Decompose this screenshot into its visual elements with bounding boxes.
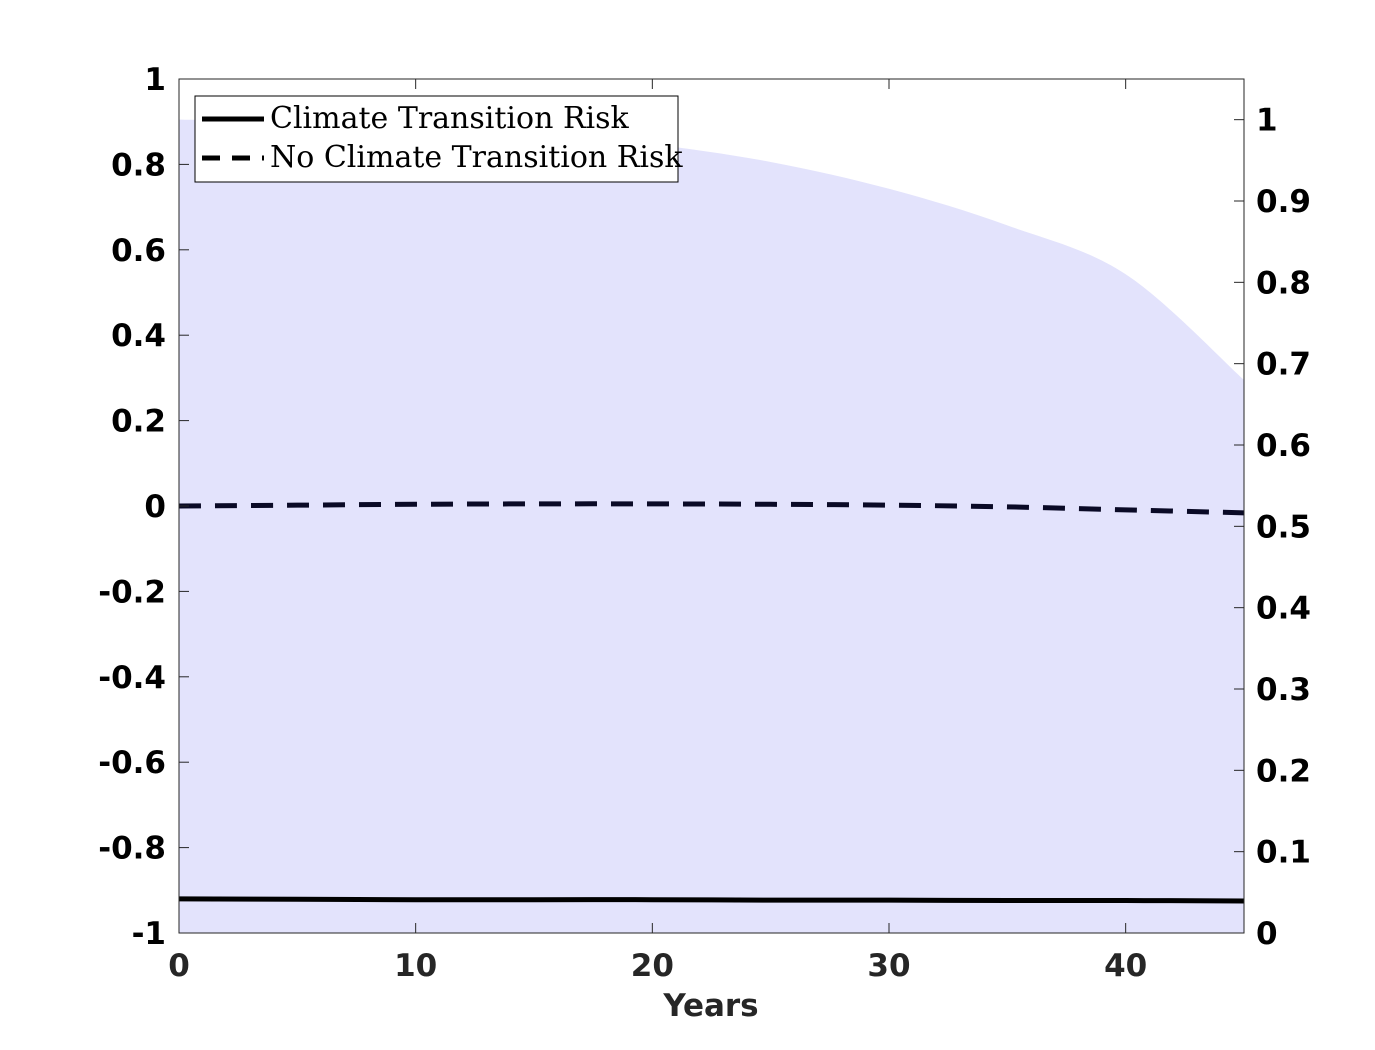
y-left-tick-label: -0.6 [98,745,166,781]
x-tick-label: 40 [1104,948,1147,984]
y-left-tick-label: 0 [144,489,166,525]
y-right-tick-label: 0 [1256,916,1278,952]
y-right-tick-label: 0.2 [1256,753,1311,789]
y-right-tick-label: 0.3 [1256,672,1311,708]
y-right-tick-label: 1 [1256,103,1278,139]
legend-label-climate-transition-risk: Climate Transition Risk [270,101,630,136]
x-axis-title: Years [662,988,758,1024]
ticks-layer [178,78,1244,934]
shaded-band [179,119,1244,934]
y-right-tick-label: 0.8 [1256,265,1311,301]
legend-box [194,95,679,183]
x-tick-label: 20 [631,948,674,984]
y-left-tick-label: -0.8 [98,831,166,867]
y-right-tick-label: 0.6 [1256,428,1311,464]
legend-label-no-climate-transition-risk: No Climate Transition Risk [270,140,683,175]
y-right-tick-labels: 1 0.9 0.8 0.7 0.6 0.5 0.4 0.3 0.2 0.1 0 [1256,103,1311,952]
shaded-band-layer [179,119,1244,934]
y-right-tick-label: 0.9 [1256,184,1311,220]
y-right-tick-label: 0.7 [1256,347,1311,383]
x-tick-labels: 0 10 20 30 40 [168,948,1147,984]
x-tick-label: 10 [394,948,437,984]
series-layer [178,501,1245,904]
y-right-tick-label: 0.1 [1256,835,1311,871]
y-left-tick-label: -0.2 [98,574,166,610]
y-left-tick-label: 0.4 [111,318,166,354]
x-tick-label: 30 [867,948,910,984]
series-line-climate-transition-risk [178,896,1245,904]
y-right-tick-label: 0.4 [1256,591,1311,627]
y-left-tick-label: -0.4 [98,660,166,696]
x-tick-label: 0 [168,948,190,984]
y-left-tick-label: 0.2 [111,404,166,440]
y-left-tick-label: 0.6 [111,233,166,269]
y-right-tick-label: 0.5 [1256,509,1311,545]
y-left-tick-label: 1 [144,62,166,98]
y-left-tick-labels: 1 0.8 0.6 0.4 0.2 0 -0.2 -0.4 -0.6 -0.8 -1 [98,62,166,952]
legend: Climate Transition Risk No Climate Trans… [194,95,683,183]
y-left-tick-label: 0.8 [111,147,166,183]
y-left-tick-label: -1 [132,916,166,952]
